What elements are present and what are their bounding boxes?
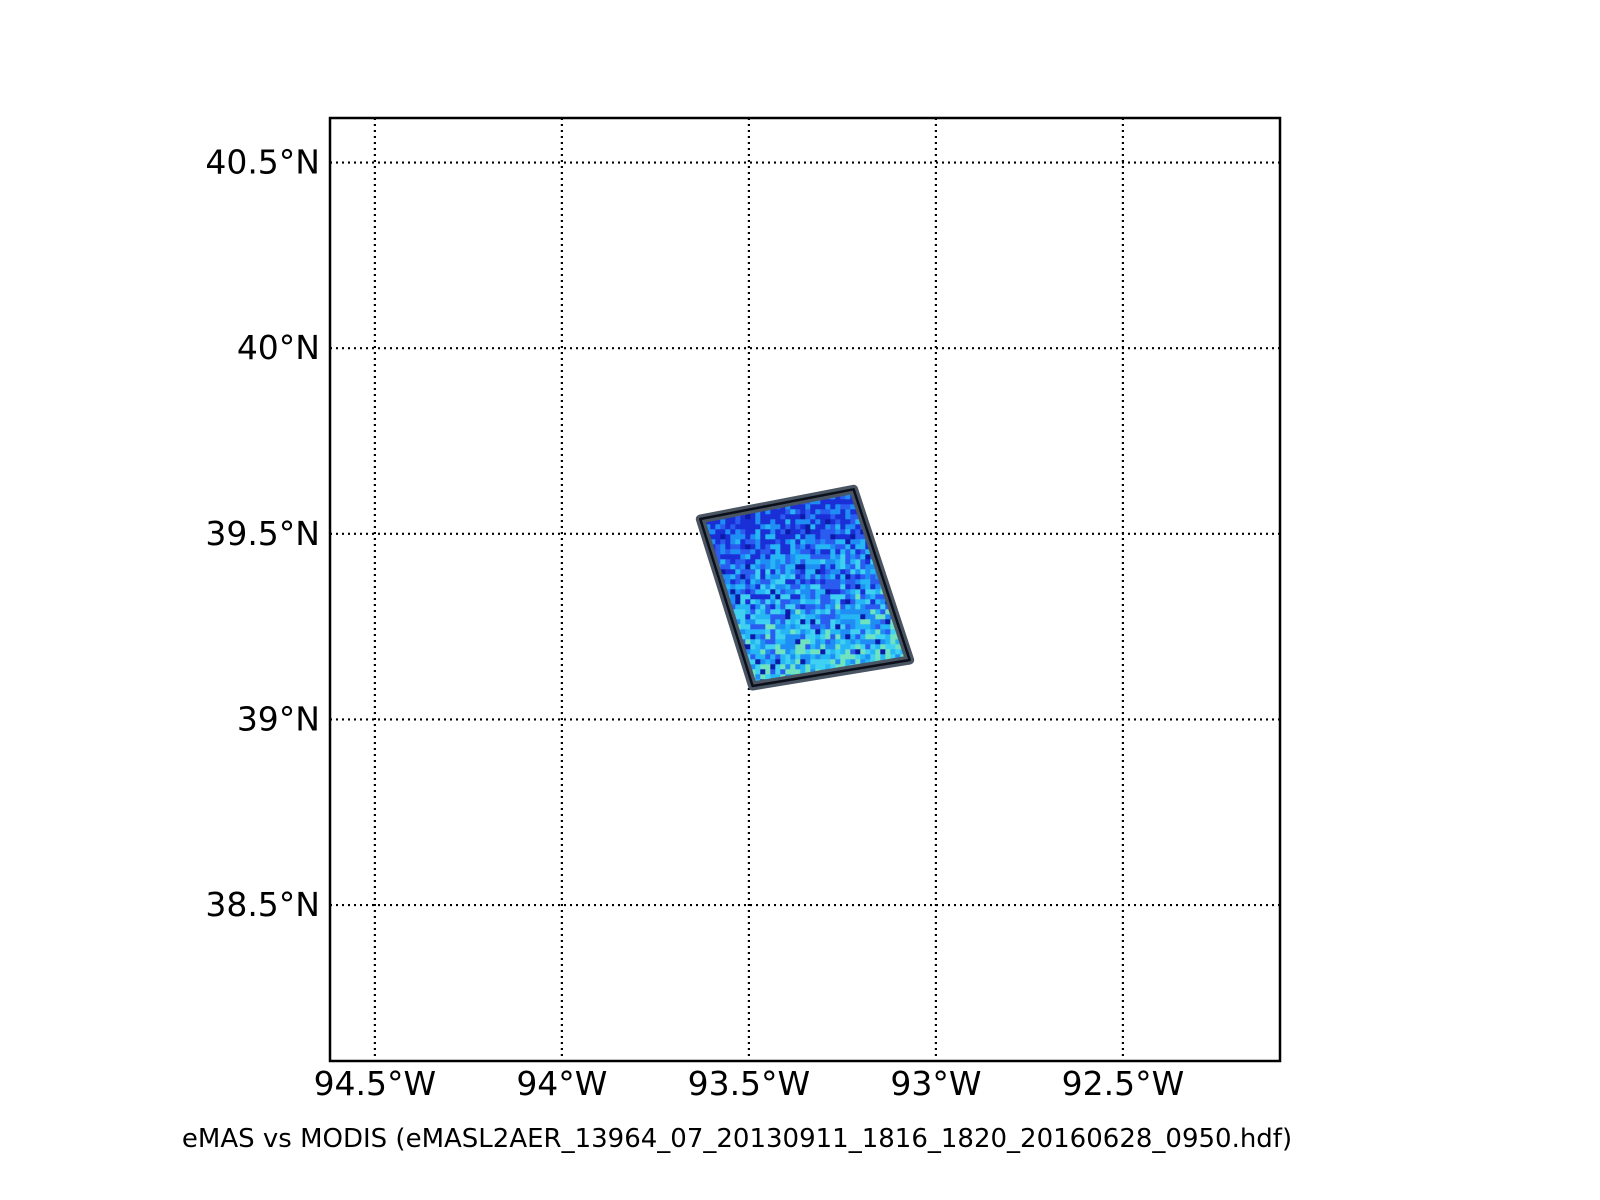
longitude-tick-labels: 94.5°W 94°W 93.5°W 93°W 92.5°W [314,1064,1185,1103]
swath-raster [700,489,910,686]
longitude-tick-label: 92.5°W [1062,1064,1185,1103]
latitude-tick-label: 40.5°N [205,143,320,182]
longitude-tick-label: 93°W [890,1064,981,1103]
longitude-tick-label: 94°W [516,1064,607,1103]
latitude-tick-label: 39°N [237,699,320,738]
latitude-tick-label: 40°N [237,328,320,367]
latitude-tick-label: 39.5°N [205,514,320,553]
figure-caption: eMAS vs MODIS (eMASL2AER_13964_07_201309… [182,1124,1292,1154]
latitude-tick-label: 38.5°N [205,885,320,924]
latitude-tick-labels: 40.5°N 40°N 39.5°N 39°N 38.5°N [205,143,320,925]
longitude-tick-label: 93.5°W [688,1064,811,1103]
emas-swath [695,484,915,691]
map-frame [328,116,1282,1063]
longitude-tick-label: 94.5°W [314,1064,437,1103]
swath-inner-outline [699,488,911,688]
